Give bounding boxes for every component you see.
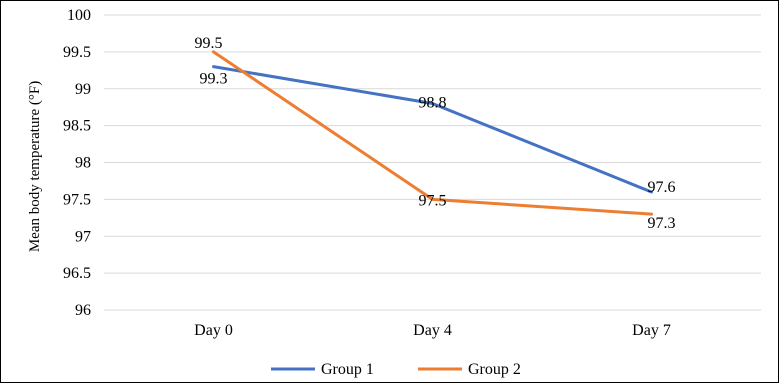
legend-label: Group 1: [321, 361, 374, 378]
y-tick-label: 98.5: [63, 118, 91, 135]
x-tick-label: Day 7: [632, 322, 671, 339]
data-label: 97.6: [648, 179, 676, 196]
y-tick-label: 96: [75, 302, 91, 319]
data-label: 98.8: [419, 95, 447, 112]
legend-label: Group 2: [468, 361, 521, 378]
series-lines: [214, 52, 652, 214]
legend: Group 1 Group 2: [271, 361, 521, 378]
y-tick-label: 99.5: [63, 44, 91, 61]
y-tick-label: 100: [67, 7, 91, 24]
data-labels: 99.3 98.8 97.6 99.5 97.5 97.3: [195, 35, 676, 232]
series-line-1: [214, 67, 652, 192]
data-label: 99.3: [200, 71, 228, 88]
x-tick-label: Day 4: [413, 322, 452, 339]
y-axis-tick-labels: 96 96.5 97 97.5 98 98.5 99 99.5 100: [63, 7, 91, 319]
y-tick-label: 97: [75, 228, 91, 245]
data-label: 99.5: [195, 35, 223, 52]
data-label: 97.5: [419, 192, 447, 209]
y-axis-label: Mean body temperature (°F): [27, 81, 43, 252]
gridlines: [104, 15, 761, 310]
x-axis-tick-labels: Day 0 Day 4 Day 7: [194, 322, 671, 339]
y-tick-label: 96.5: [63, 265, 91, 282]
y-tick-label: 97.5: [63, 191, 91, 208]
x-tick-label: Day 0: [194, 322, 233, 339]
data-label: 97.3: [648, 215, 676, 232]
y-tick-label: 99: [75, 81, 91, 98]
y-tick-label: 98: [75, 155, 91, 172]
